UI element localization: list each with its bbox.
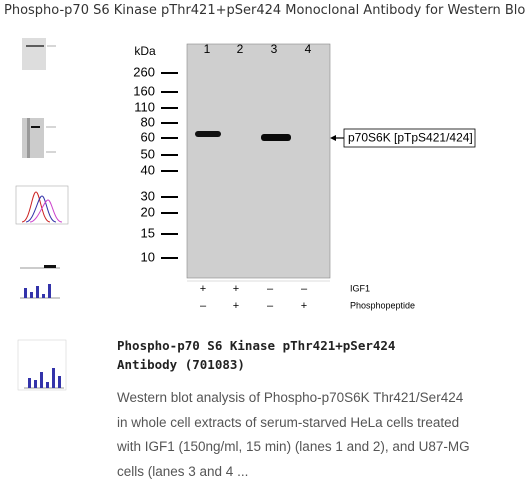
thumbnail[interactable] [16,34,56,74]
thumbnail[interactable] [20,265,60,299]
treatment-sign: – [301,283,308,295]
treatment-sign: – [267,283,274,295]
lane-label: 3 [271,42,278,56]
treatment-label: Phosphopeptide [350,300,415,310]
thumbnail[interactable] [15,185,69,225]
lane-label: 4 [305,42,312,56]
marker-label: 40 [141,162,155,177]
marker-label: 30 [141,188,155,203]
marker-label: 110 [134,99,155,114]
caption-line: with IGF1 (150ng/ml, 15 min) (lanes 1 an… [117,439,470,454]
caption-line: Western blot analysis of Phospho-p70S6K … [117,390,464,405]
lane-label: 1 [204,42,211,56]
treatment-sign: – [267,300,274,312]
marker-label: 10 [141,249,155,264]
caption-text: Western blot analysis of Phospho-p70S6K … [117,386,470,482]
page-title: Phospho-p70 S6 Kinase pThr421+pSer424 Mo… [4,3,525,18]
arrow-head [330,135,336,141]
marker-label: 60 [141,129,155,144]
marker-label: 15 [141,225,155,240]
marker-label: 160 [133,83,155,98]
treatment-sign: + [233,300,239,312]
thumbnail[interactable] [22,118,56,158]
band-label: p70S6K [pTpS421/424] [348,131,473,145]
caption-line: cells (lanes 3 and 4 ... [117,463,249,479]
treatment-sign: + [233,283,239,295]
marker-label: 20 [141,204,155,219]
caption-heading: Phospho-p70 S6 Kinase pThr421+pSer424 An… [117,338,396,372]
treatment-sign: + [301,300,307,312]
caption-line: in whole cell extracts of serum-starved … [117,414,460,430]
band-label-box [343,128,476,148]
marker-label: 80 [141,114,155,129]
thumbnail[interactable] [17,339,67,391]
marker-label: 260 [133,64,155,79]
treatment-sign: – [200,300,207,312]
band [195,131,221,137]
unit-label: kDa [134,44,156,58]
band [261,134,291,141]
treatment-sign: + [200,283,206,295]
treatment-label: IGF1 [350,283,370,293]
blot-membrane [186,43,331,279]
marker-label: 50 [141,146,155,161]
lane-label: 2 [237,42,244,56]
